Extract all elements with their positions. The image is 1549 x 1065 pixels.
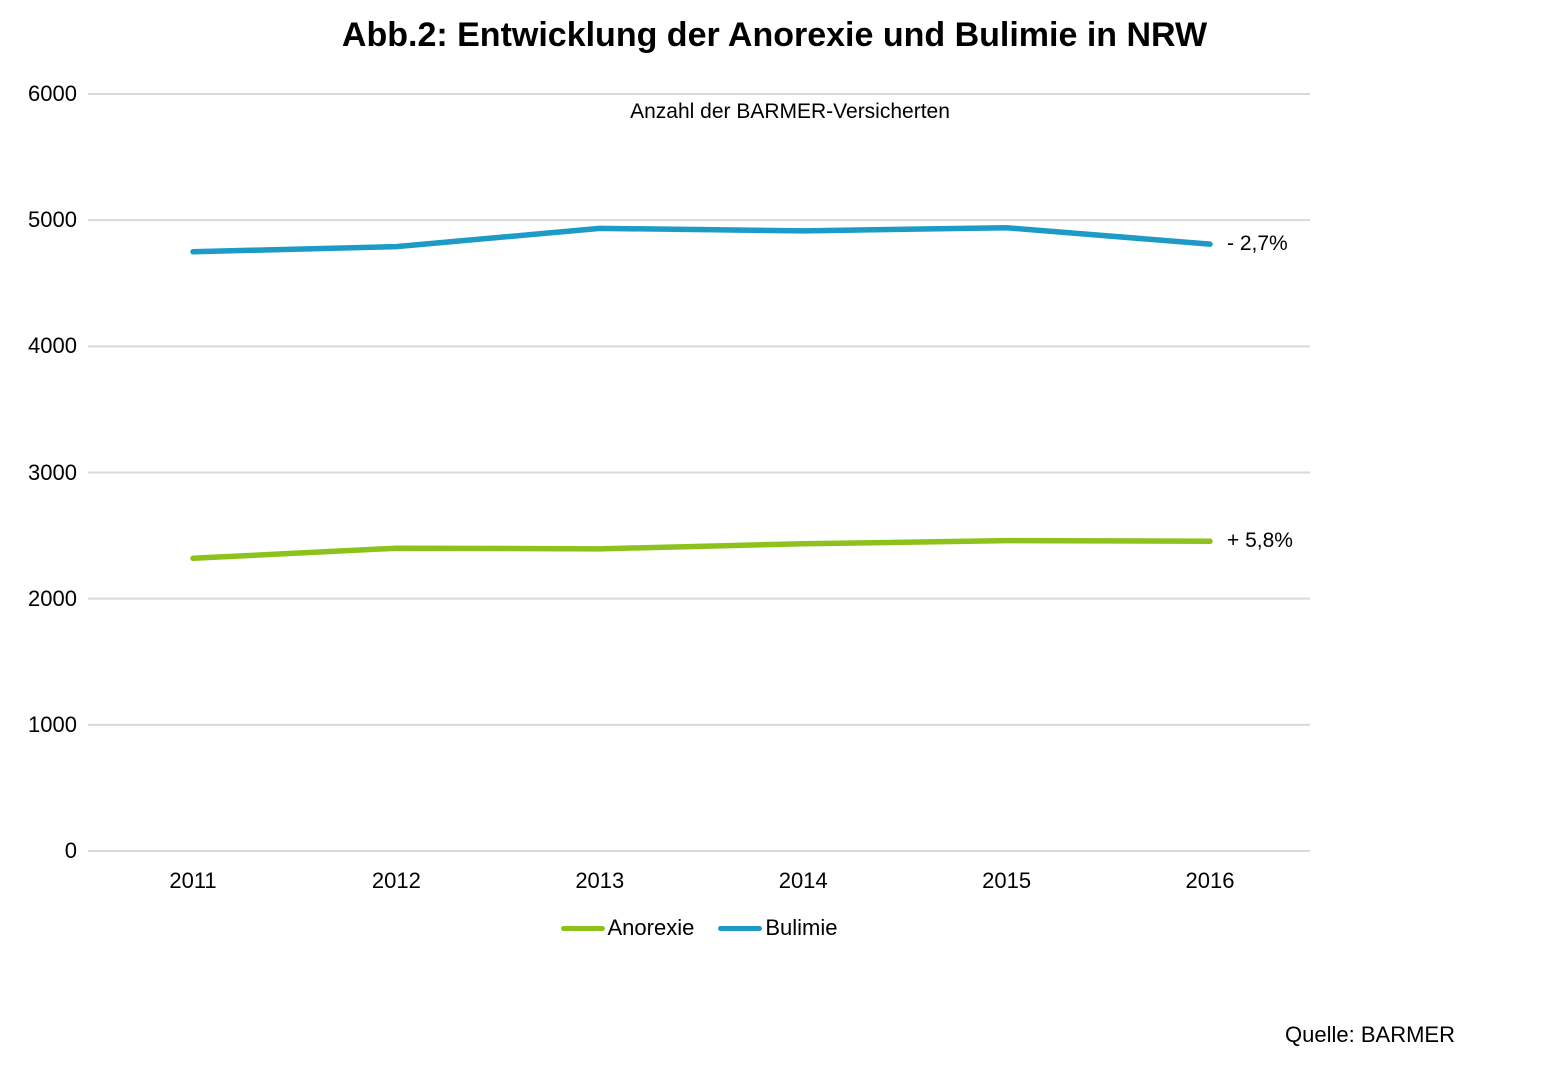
y-tick-label: 0 — [64, 838, 77, 863]
x-tick-label: 2014 — [778, 868, 828, 893]
anorexie-legend-label: Anorexie — [607, 915, 695, 940]
y-tick-label: 4000 — [28, 333, 77, 359]
bulimie-legend-swatch-icon — [718, 925, 763, 931]
x-tick-label: 2012 — [371, 868, 421, 893]
chart-subtitle: Anzahl der BARMER-Versicherten — [630, 100, 950, 123]
chart-title: Abb.2: Entwicklung der Anorexie und Buli… — [341, 16, 1208, 54]
bulimie-legend-label: Bulimie — [765, 915, 838, 940]
y-tick-label: 5000 — [28, 207, 77, 233]
x-tick-label: 2016 — [1185, 868, 1235, 893]
anorexie-change-annotation: + 5,8% — [1227, 529, 1293, 553]
source-credit: Quelle: BARMER — [1285, 1022, 1455, 1047]
x-tick-label: 2015 — [982, 868, 1032, 893]
y-tick-label: 2000 — [28, 585, 77, 611]
y-tick-label: 1000 — [28, 711, 77, 737]
y-tick-label: 6000 — [28, 81, 77, 106]
x-tick-label: 2013 — [575, 868, 625, 893]
legend: Anorexie Bulimie — [88, 915, 1310, 941]
bulimie-change-annotation: - 2,7% — [1227, 232, 1288, 256]
anorexie-legend-swatch-icon — [560, 925, 605, 931]
x-tick-label: 2011 — [169, 868, 217, 893]
y-tick-label: 3000 — [28, 459, 77, 485]
